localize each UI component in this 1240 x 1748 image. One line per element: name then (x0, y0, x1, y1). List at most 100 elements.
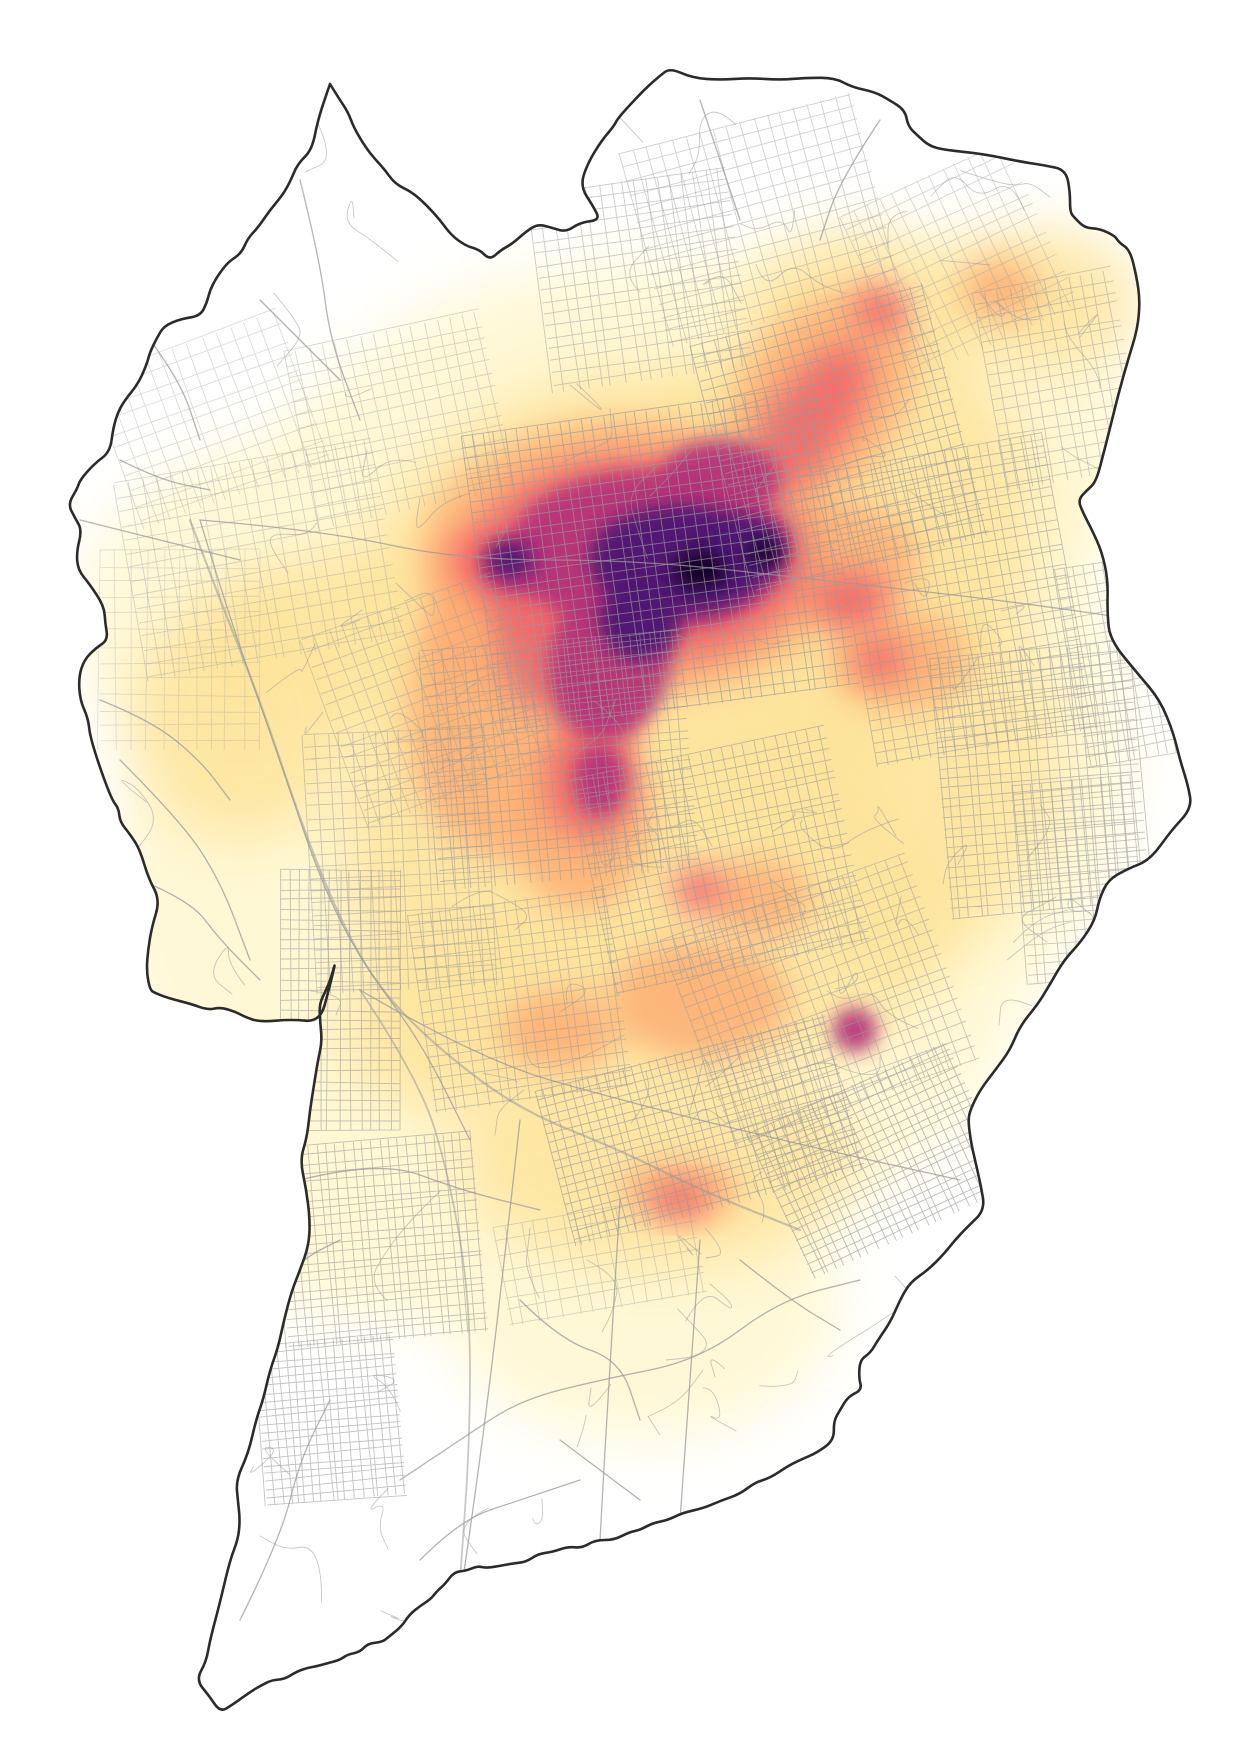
road (299, 179, 361, 421)
road (679, 1239, 701, 1521)
local-road (373, 1374, 401, 1412)
local-road (804, 1056, 881, 1075)
local-road (759, 1370, 799, 1387)
road (359, 989, 961, 1181)
local-road (525, 1227, 540, 1299)
street-grid (96, 548, 261, 751)
local-road (441, 745, 481, 771)
street-grid (928, 639, 1154, 920)
local-road (1000, 605, 1025, 615)
local-road (998, 999, 1033, 1026)
heat-blob-high (854, 286, 906, 334)
local-road (269, 522, 317, 574)
local-road (942, 844, 968, 885)
street-grid (746, 1042, 1010, 1279)
local-road (648, 811, 713, 847)
road (299, 1167, 541, 1211)
road (519, 1299, 641, 1421)
local-road (704, 1227, 721, 1259)
road (119, 459, 211, 491)
road (399, 1279, 861, 1481)
road (419, 1479, 581, 1561)
local-road (1018, 645, 1035, 667)
street-grid (689, 283, 989, 598)
local-road (630, 466, 657, 559)
local-road (561, 408, 613, 464)
local-road (827, 1309, 898, 1358)
local-road (895, 896, 920, 936)
local-road (559, 983, 586, 1013)
local-road (753, 1171, 765, 1223)
local-road (670, 633, 693, 664)
local-road (904, 578, 930, 597)
local-road (980, 623, 1002, 649)
local-road (273, 292, 301, 367)
clipped-map-content (71, 92, 1189, 1710)
street-grid (838, 141, 1075, 380)
local-road (685, 1283, 732, 1322)
local-road (702, 1387, 737, 1432)
local-road (959, 170, 1051, 198)
local-road (482, 1072, 518, 1083)
road (139, 879, 261, 981)
local-road (1007, 921, 1071, 961)
road (559, 1439, 641, 1501)
heat-blob-high (672, 868, 728, 912)
local-road (826, 990, 919, 1029)
local-road (625, 829, 665, 868)
local-road (1012, 909, 1069, 943)
local-road (395, 582, 435, 616)
local-road (310, 990, 341, 1016)
local-road (304, 711, 324, 734)
local-road (250, 1446, 291, 1476)
local-road (121, 780, 154, 853)
heat-blob-very-high (833, 1008, 877, 1052)
local-road (887, 210, 908, 249)
local-road (259, 1535, 322, 1603)
local-road (688, 1059, 713, 1115)
road (199, 519, 1141, 621)
local-road (373, 1190, 441, 1302)
road (79, 519, 241, 561)
local-road (755, 263, 847, 295)
road (699, 99, 741, 221)
street-grid (112, 437, 405, 682)
local-road (772, 808, 817, 832)
street-grid (301, 725, 498, 995)
local-road (495, 525, 509, 548)
road (819, 119, 881, 241)
local-road (940, 260, 991, 266)
local-road (346, 200, 399, 263)
local-road (702, 276, 742, 304)
local-road (569, 383, 602, 411)
local-road (691, 1108, 727, 1124)
street-grid (492, 1193, 708, 1327)
local-road (1026, 804, 1051, 859)
local-road (704, 1055, 741, 1088)
city-boundary (68, 68, 1192, 1711)
street-grid (971, 265, 1146, 491)
local-road (453, 682, 477, 701)
local-road (868, 398, 910, 418)
street-grid (299, 572, 557, 829)
road (99, 699, 231, 801)
local-road (265, 643, 316, 693)
road (149, 339, 201, 441)
street-grid (460, 384, 860, 734)
road (239, 1399, 331, 1621)
local-road (340, 609, 363, 627)
road (739, 1259, 841, 1331)
local-road (389, 712, 423, 741)
street-grid (418, 629, 700, 892)
local-road (213, 947, 246, 995)
heat-blob-mid (960, 260, 1040, 320)
local-road (995, 300, 1040, 321)
road (259, 299, 341, 381)
highway (359, 989, 471, 1581)
local-road (451, 890, 528, 931)
heat-blob-peak (600, 580, 680, 660)
local-road (574, 697, 617, 756)
local-road (576, 1415, 587, 1448)
